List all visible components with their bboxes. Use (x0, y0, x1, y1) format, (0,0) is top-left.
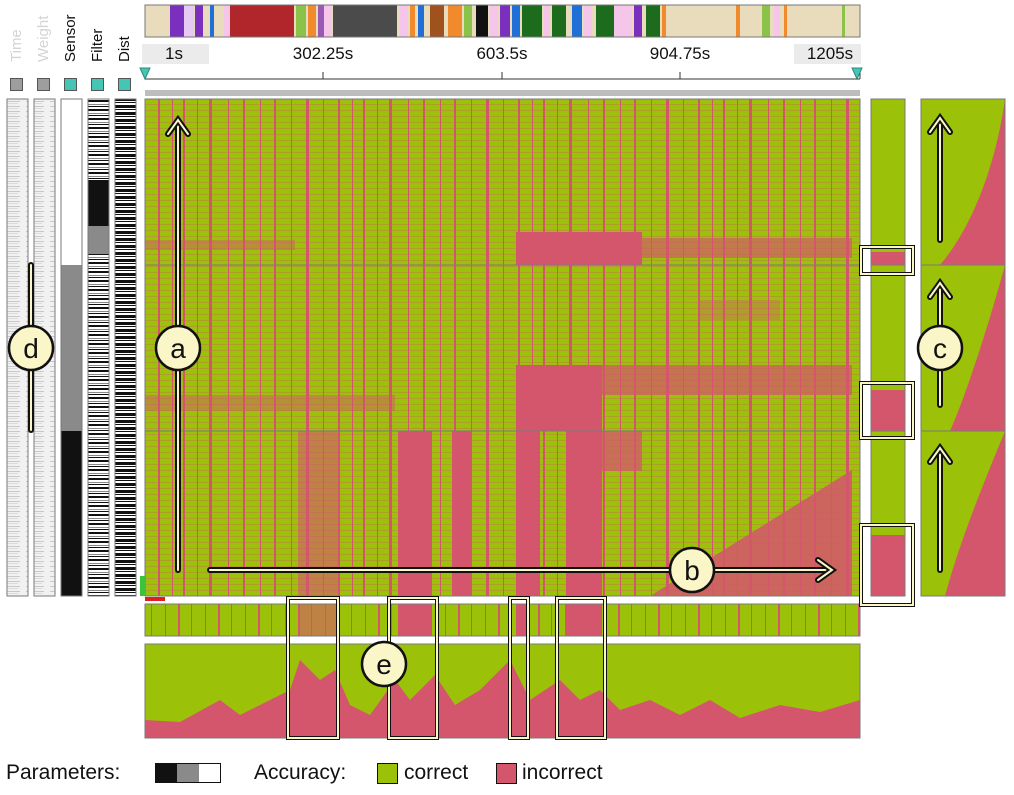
callout-a: a (154, 324, 202, 372)
callout-c: c (916, 324, 964, 372)
swatch-white (198, 764, 220, 782)
accuracy-legend-title: Accuracy: (254, 761, 347, 784)
correct-swatch (377, 763, 398, 784)
toggle-weight[interactable] (37, 78, 50, 91)
incorrect-swatch (496, 763, 517, 784)
param-column-filter (87, 98, 110, 597)
callout-e: e (360, 640, 408, 688)
timeline-axis (144, 72, 861, 80)
incorrect-legend-label: incorrect (522, 761, 603, 784)
current-time-marker (140, 576, 145, 596)
axis-start-box (142, 44, 209, 64)
x-tick-label: 603.5s (476, 44, 528, 63)
toggle-time[interactable] (10, 78, 23, 91)
range-scrollbar[interactable] (145, 90, 860, 96)
swatch-gray (177, 764, 199, 782)
x-tick-label: 302.25s (292, 44, 354, 63)
axis-end-box (794, 44, 861, 64)
heatmap-matrix (144, 98, 861, 597)
x-tick-label: 904.75s (649, 44, 711, 63)
svg-text:a: a (170, 333, 186, 364)
svg-text:b: b (684, 555, 700, 586)
parameters-legend-title: Parameters: (6, 761, 121, 784)
x-tick-label: 1s (165, 44, 183, 63)
param-column-dist (114, 98, 137, 597)
x-tick-label: 1205s (806, 44, 854, 63)
param-column-sensor (60, 98, 83, 597)
aggregate-strip (144, 603, 861, 637)
svg-text:d: d (23, 333, 39, 364)
highlight-boxes (286, 245, 915, 740)
correct-legend-label: correct (404, 761, 469, 784)
svg-text:c: c (933, 333, 947, 364)
toggle-dist[interactable] (118, 78, 131, 91)
toggle-sensor[interactable] (64, 78, 77, 91)
selection-marker (145, 597, 165, 601)
svg-text:e: e (376, 649, 392, 680)
parameters-legend-swatches (155, 763, 221, 783)
group-summary-column (870, 98, 906, 597)
toggle-filter[interactable] (91, 78, 104, 91)
swatch-black (156, 764, 178, 782)
range-handle-start[interactable] (139, 67, 151, 81)
callout-d: d (7, 324, 55, 372)
range-handle-end[interactable] (851, 67, 863, 81)
callout-b: b (668, 546, 716, 594)
aggregate-area (144, 643, 861, 739)
top-color-bar (144, 4, 861, 38)
